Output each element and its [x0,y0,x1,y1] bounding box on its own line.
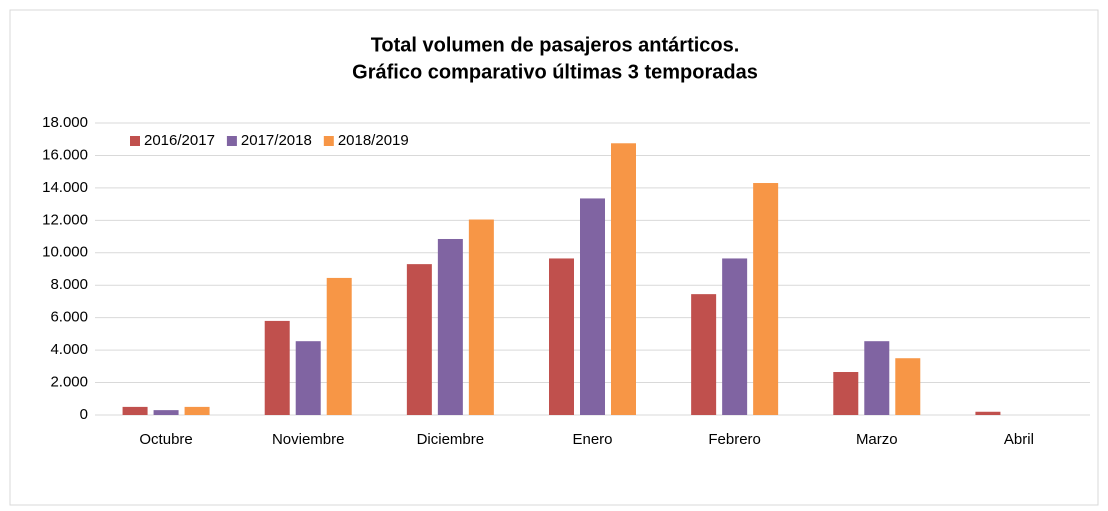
y-tick-label: 8.000 [50,276,88,293]
bar [975,411,1001,415]
bar [580,198,605,415]
bar [691,294,717,415]
y-tick-label: 0 [80,406,88,423]
bar [122,406,148,415]
y-tick-label: 2.000 [50,374,88,391]
legend-swatch [130,136,140,146]
x-tick-label: Noviembre [272,431,345,448]
x-tick-label: Octubre [139,431,192,448]
y-tick-label: 16.000 [42,146,88,163]
x-tick-label: Marzo [856,431,898,448]
bar [895,358,921,415]
bar [722,258,748,415]
bar [864,341,890,415]
legend-label: 2016/2017 [144,132,215,149]
chart-title: Gráfico comparativo últimas 3 temporadas [352,61,758,83]
bar [326,277,352,415]
bar [406,264,432,415]
chart-title: Total volumen de pasajeros antárticos. [371,34,740,56]
bar [264,320,290,415]
legend-swatch [226,136,237,146]
x-tick-label: Febrero [708,431,761,448]
x-tick-label: Diciembre [417,431,485,448]
y-tick-label: 14.000 [42,179,88,196]
y-tick-label: 18.000 [42,114,88,131]
legend-swatch [323,136,334,146]
bar [295,341,321,415]
bar [153,410,179,415]
bar [549,258,574,415]
legend-label: 2017/2018 [241,132,312,149]
chart-frame [9,9,1099,506]
bar [753,183,779,415]
bar [468,219,494,415]
y-tick-label: 4.000 [50,341,88,358]
x-tick-label: Enero [572,431,612,448]
y-tick-label: 10.000 [42,244,88,261]
bar [833,372,859,415]
bar [437,238,463,415]
legend-label: 2018/2019 [338,132,409,149]
bar [611,143,636,415]
y-tick-label: 6.000 [50,309,88,326]
bar [184,406,210,415]
x-tick-label: Abril [1004,431,1034,448]
y-tick-label: 12.000 [42,211,88,228]
